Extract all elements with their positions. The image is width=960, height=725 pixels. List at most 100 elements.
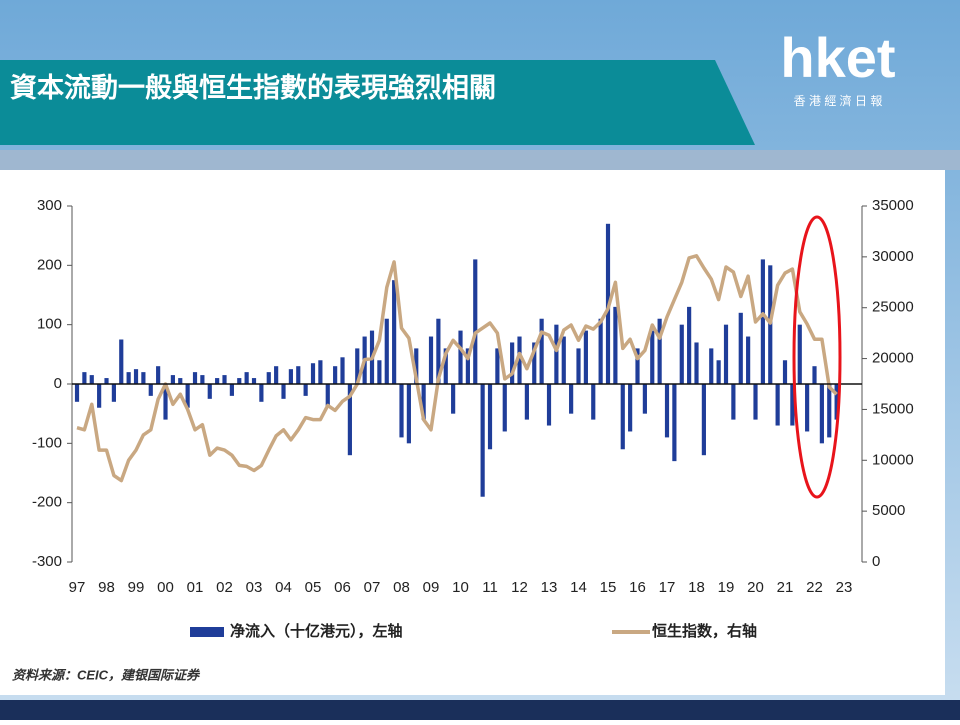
bar [428,336,434,384]
y2-tick-label: 0 [872,553,880,570]
bar [827,384,832,438]
bar [178,378,183,384]
bar [510,342,515,384]
bar [251,378,257,384]
bar [672,384,677,462]
x-tick-label: 16 [629,579,646,596]
bar [119,339,124,384]
bar [222,375,227,384]
bar [111,384,116,402]
logo: hket [780,26,895,89]
plot: -300-200-1000100200300050001000015000200… [32,197,914,640]
bar [487,384,493,450]
x-tick-label: 04 [275,579,292,596]
bar [274,366,279,384]
source: 资料来源：CEIC，建银国际证券 [12,667,201,682]
bar [546,384,552,426]
x-tick-label: 11 [482,579,498,596]
bar [333,366,338,384]
x-tick-label: 22 [806,579,823,596]
footer-bar [0,700,960,720]
x-tick-label: 12 [511,579,528,596]
bar [524,384,529,420]
bar [436,318,441,384]
y2-tick-label: 10000 [872,451,914,468]
bar [539,318,544,384]
bar [613,306,618,384]
bar [657,318,662,384]
bar [377,360,382,384]
x-tick-label: 98 [98,579,115,596]
bar [465,348,470,384]
y-tick-label: -100 [32,434,62,451]
x-tick-label: 14 [570,579,587,596]
y2-tick-label: 35000 [872,197,914,214]
bar [650,330,655,384]
bar [554,324,559,384]
bar [207,384,212,399]
bar [834,384,839,420]
bar [163,384,168,420]
bar [502,384,507,432]
bar [340,357,345,384]
y2-tick-label: 20000 [872,350,914,367]
x-tick-label: 07 [364,579,381,596]
bar [517,336,522,384]
logo-subtitle: 香 港 經 濟 日 報 [794,93,883,108]
x-tick-label: 02 [216,579,233,596]
bar [318,360,323,384]
bar [443,348,448,384]
bar [237,378,242,384]
bar [200,375,205,384]
title-banner [0,60,755,145]
bar [598,318,603,384]
bar [347,384,352,456]
x-tick-label: 99 [128,579,145,596]
bar [642,384,647,414]
bar [620,384,625,450]
bar [731,384,736,420]
bar [296,366,301,384]
x-tick-label: 06 [334,579,351,596]
x-tick-label: 23 [836,579,853,596]
legend-swatch [190,627,224,637]
bar [74,384,80,402]
x-tick-label: 20 [747,579,764,596]
bar [664,384,670,438]
bar [421,384,426,420]
bar [628,384,633,432]
bar [679,324,684,384]
x-tick-label: 17 [659,579,676,596]
x-tick-label: 00 [157,579,174,596]
bar [738,312,743,384]
bar [406,384,411,444]
y-tick-label: 0 [54,375,62,392]
x-tick-label: 09 [423,579,440,596]
bar [355,348,360,384]
bar [812,366,817,384]
bar [192,372,198,384]
bar [495,348,500,384]
bar [133,369,139,384]
bar [89,375,94,384]
x-tick-label: 97 [69,579,86,596]
bar [583,330,588,384]
bar [723,324,729,384]
x-tick-label: 01 [187,579,204,596]
y2-tick-label: 15000 [872,400,914,417]
bar [687,306,692,384]
y2-tick-label: 25000 [872,299,914,316]
bar [141,372,146,384]
bar [458,330,463,384]
line [76,254,838,483]
x-tick-label: 13 [541,579,558,596]
bar [288,369,293,384]
bar [229,384,234,396]
bar [325,384,330,408]
y-tick-label: 100 [37,316,62,333]
bar [310,363,316,384]
bar [215,378,220,384]
y-tick-label: -200 [32,494,62,511]
bar [414,348,419,384]
